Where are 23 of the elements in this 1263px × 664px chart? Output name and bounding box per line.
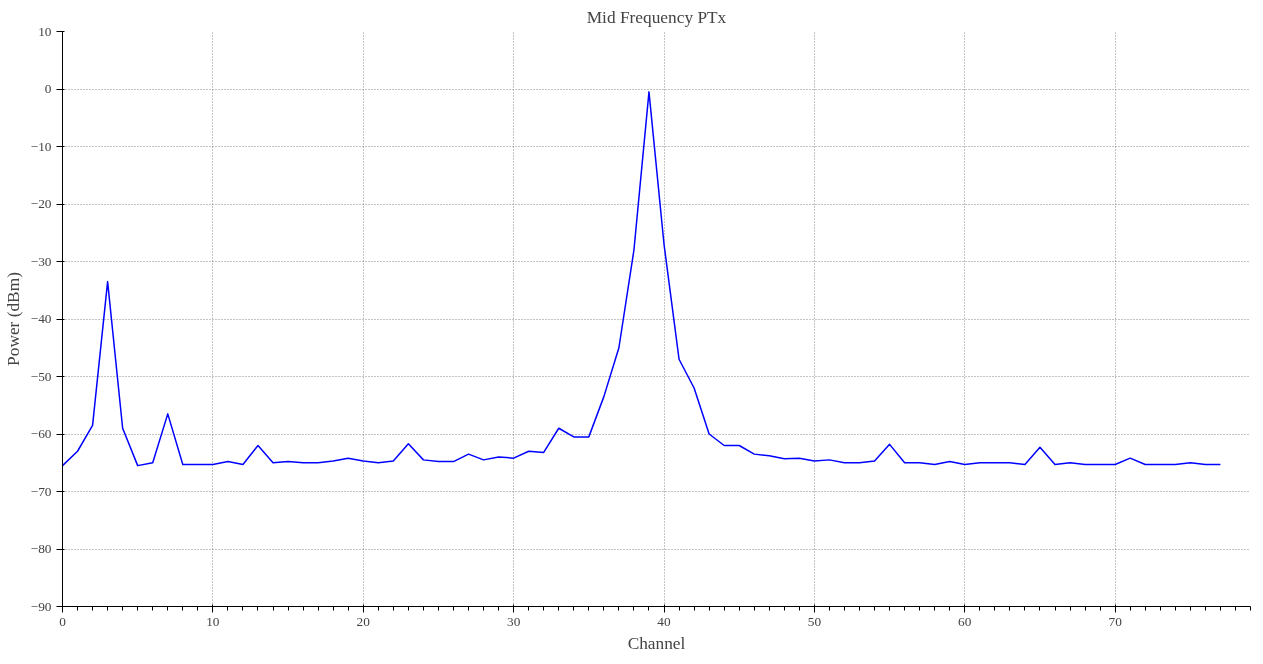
y-tick-label: −90 — [30, 598, 52, 614]
y-tick-label: −50 — [30, 368, 52, 384]
y-tick-label: −80 — [30, 541, 52, 556]
x-tick-label: 40 — [657, 613, 672, 629]
x-tick-label: 20 — [356, 613, 371, 629]
y-tick-label: −20 — [30, 196, 52, 211]
chart-title: Mid Frequency PTx — [586, 7, 727, 27]
x-tick-label: 70 — [1108, 613, 1123, 629]
y-tick-label: −10 — [30, 138, 52, 154]
y-tick-label: −40 — [30, 311, 52, 326]
y-tick-label: −60 — [30, 426, 52, 441]
y-axis-title: Power (dBm) — [3, 271, 23, 366]
x-tick-label: 30 — [506, 613, 521, 629]
y-tick-label: −70 — [30, 483, 52, 499]
x-axis-title: Channel — [627, 633, 686, 653]
x-tick-label: 10 — [206, 613, 220, 629]
x-tick-label: 50 — [807, 613, 822, 629]
line-series — [62, 91, 1222, 467]
x-tick-label: 60 — [958, 613, 972, 629]
x-tick-label: 0 — [59, 613, 67, 629]
y-tick-label: −30 — [30, 253, 52, 269]
y-tick-label: 0 — [44, 81, 52, 96]
y-tick-label: 10 — [38, 23, 52, 39]
